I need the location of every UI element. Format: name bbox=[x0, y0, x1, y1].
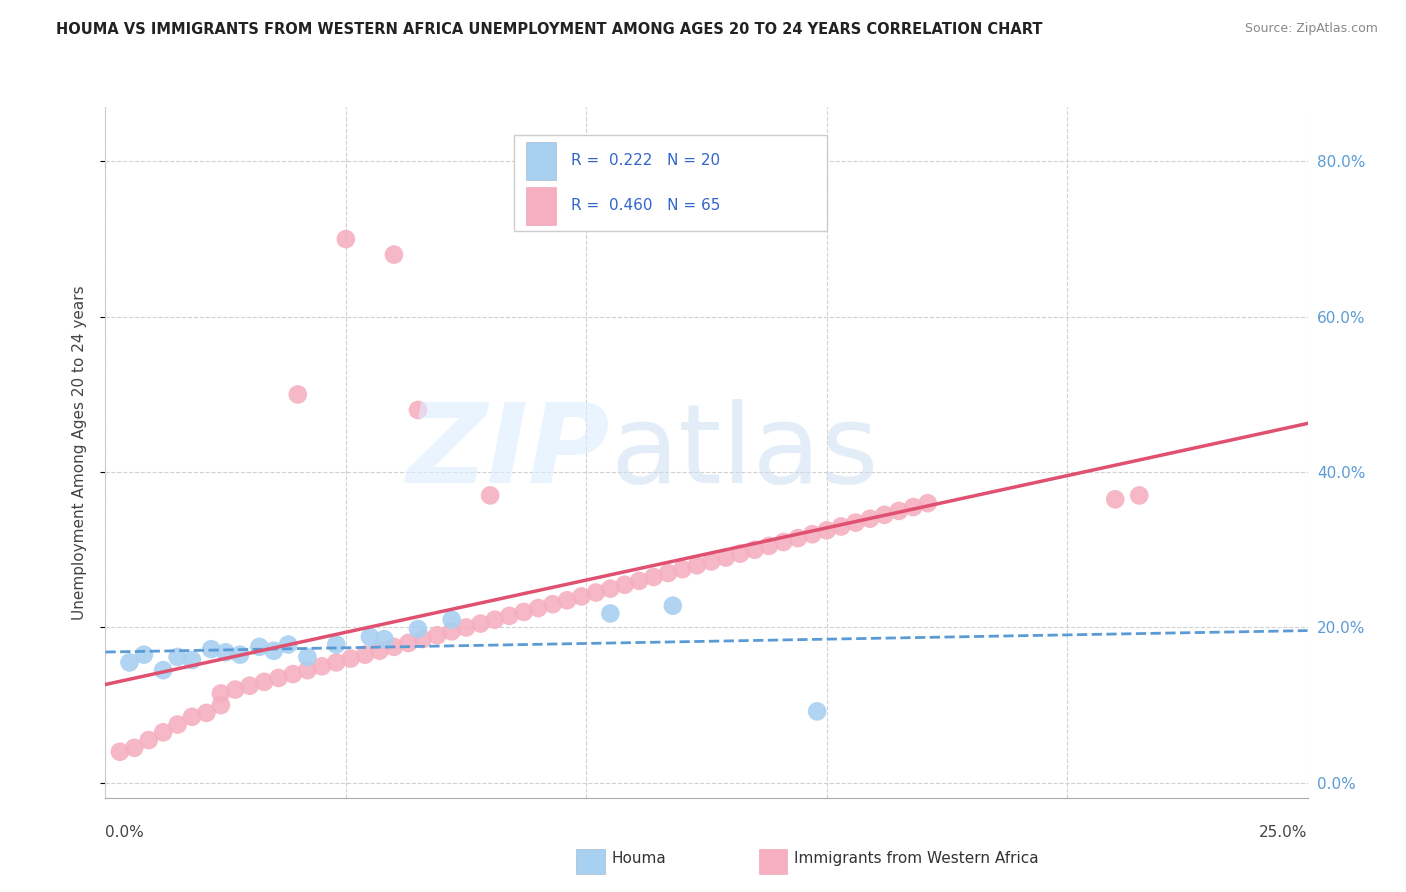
Point bbox=[628, 574, 651, 588]
Point bbox=[744, 542, 766, 557]
Point bbox=[297, 663, 319, 677]
Point bbox=[209, 686, 232, 700]
Point bbox=[359, 630, 381, 644]
Text: Source: ZipAtlas.com: Source: ZipAtlas.com bbox=[1244, 22, 1378, 36]
Point bbox=[325, 656, 347, 670]
Point bbox=[406, 622, 429, 636]
Text: ZIP: ZIP bbox=[406, 400, 610, 506]
Point bbox=[498, 608, 520, 623]
Point bbox=[454, 620, 477, 634]
Point bbox=[513, 605, 536, 619]
Bar bbox=[526, 142, 557, 179]
Point bbox=[686, 558, 709, 573]
Text: 0.0%: 0.0% bbox=[105, 825, 145, 840]
Point bbox=[297, 650, 319, 665]
Y-axis label: Unemployment Among Ages 20 to 24 years: Unemployment Among Ages 20 to 24 years bbox=[72, 285, 87, 620]
Point bbox=[368, 644, 391, 658]
Point bbox=[373, 632, 395, 646]
Point bbox=[527, 601, 550, 615]
Point bbox=[1104, 492, 1126, 507]
FancyBboxPatch shape bbox=[515, 135, 827, 232]
Point bbox=[181, 710, 204, 724]
Point bbox=[247, 640, 270, 654]
Point bbox=[917, 496, 939, 510]
Bar bbox=[526, 186, 557, 225]
Point bbox=[613, 578, 636, 592]
Point bbox=[700, 554, 723, 568]
Point bbox=[845, 516, 868, 530]
Point bbox=[287, 387, 309, 401]
Text: 25.0%: 25.0% bbox=[1260, 825, 1308, 840]
Point bbox=[484, 613, 506, 627]
Point bbox=[354, 648, 377, 662]
Point bbox=[585, 585, 607, 599]
Point bbox=[830, 519, 852, 533]
Point bbox=[118, 656, 141, 670]
Text: Immigrants from Western Africa: Immigrants from Western Africa bbox=[794, 851, 1039, 865]
Point bbox=[786, 531, 808, 545]
Point bbox=[382, 247, 405, 261]
Point bbox=[277, 638, 299, 652]
Point bbox=[772, 535, 794, 549]
Point bbox=[311, 659, 333, 673]
Point bbox=[815, 524, 838, 538]
Point bbox=[152, 663, 174, 677]
Text: R =  0.222   N = 20: R = 0.222 N = 20 bbox=[571, 153, 720, 168]
Point bbox=[253, 674, 276, 689]
Point bbox=[599, 607, 621, 621]
Point bbox=[325, 638, 347, 652]
Point bbox=[440, 613, 463, 627]
Point bbox=[214, 645, 236, 659]
Point bbox=[801, 527, 824, 541]
Point bbox=[239, 679, 262, 693]
Point bbox=[412, 632, 434, 646]
Point bbox=[426, 628, 449, 642]
Point bbox=[263, 644, 285, 658]
Point bbox=[166, 717, 188, 731]
Point bbox=[806, 704, 828, 718]
Point bbox=[339, 651, 361, 665]
Point bbox=[166, 650, 188, 665]
Point bbox=[571, 590, 593, 604]
Point bbox=[152, 725, 174, 739]
Point bbox=[758, 539, 780, 553]
Text: atlas: atlas bbox=[610, 400, 879, 506]
Point bbox=[382, 640, 405, 654]
Point bbox=[209, 698, 232, 713]
Point bbox=[599, 582, 621, 596]
Point bbox=[555, 593, 578, 607]
Point bbox=[224, 682, 246, 697]
Point bbox=[200, 642, 222, 657]
Point bbox=[470, 616, 492, 631]
Point bbox=[281, 667, 304, 681]
Point bbox=[396, 636, 419, 650]
Point bbox=[714, 550, 737, 565]
Point bbox=[1128, 488, 1150, 502]
Point bbox=[662, 599, 685, 613]
Point bbox=[728, 547, 751, 561]
Point bbox=[541, 597, 564, 611]
Point bbox=[657, 566, 679, 580]
Point bbox=[195, 706, 218, 720]
Point bbox=[108, 745, 131, 759]
Point bbox=[229, 648, 252, 662]
Point bbox=[124, 740, 146, 755]
Point bbox=[440, 624, 463, 639]
Text: R =  0.460   N = 65: R = 0.460 N = 65 bbox=[571, 198, 720, 213]
Point bbox=[873, 508, 896, 522]
Point bbox=[859, 512, 882, 526]
Point bbox=[887, 504, 910, 518]
Point bbox=[406, 403, 429, 417]
Point bbox=[335, 232, 357, 246]
Point bbox=[267, 671, 290, 685]
Text: HOUMA VS IMMIGRANTS FROM WESTERN AFRICA UNEMPLOYMENT AMONG AGES 20 TO 24 YEARS C: HOUMA VS IMMIGRANTS FROM WESTERN AFRICA … bbox=[56, 22, 1043, 37]
Point bbox=[671, 562, 693, 576]
Point bbox=[479, 488, 502, 502]
Point bbox=[132, 648, 155, 662]
Text: Houma: Houma bbox=[612, 851, 666, 865]
Point bbox=[643, 570, 665, 584]
Point bbox=[903, 500, 925, 514]
Point bbox=[138, 733, 160, 747]
Point bbox=[181, 653, 204, 667]
